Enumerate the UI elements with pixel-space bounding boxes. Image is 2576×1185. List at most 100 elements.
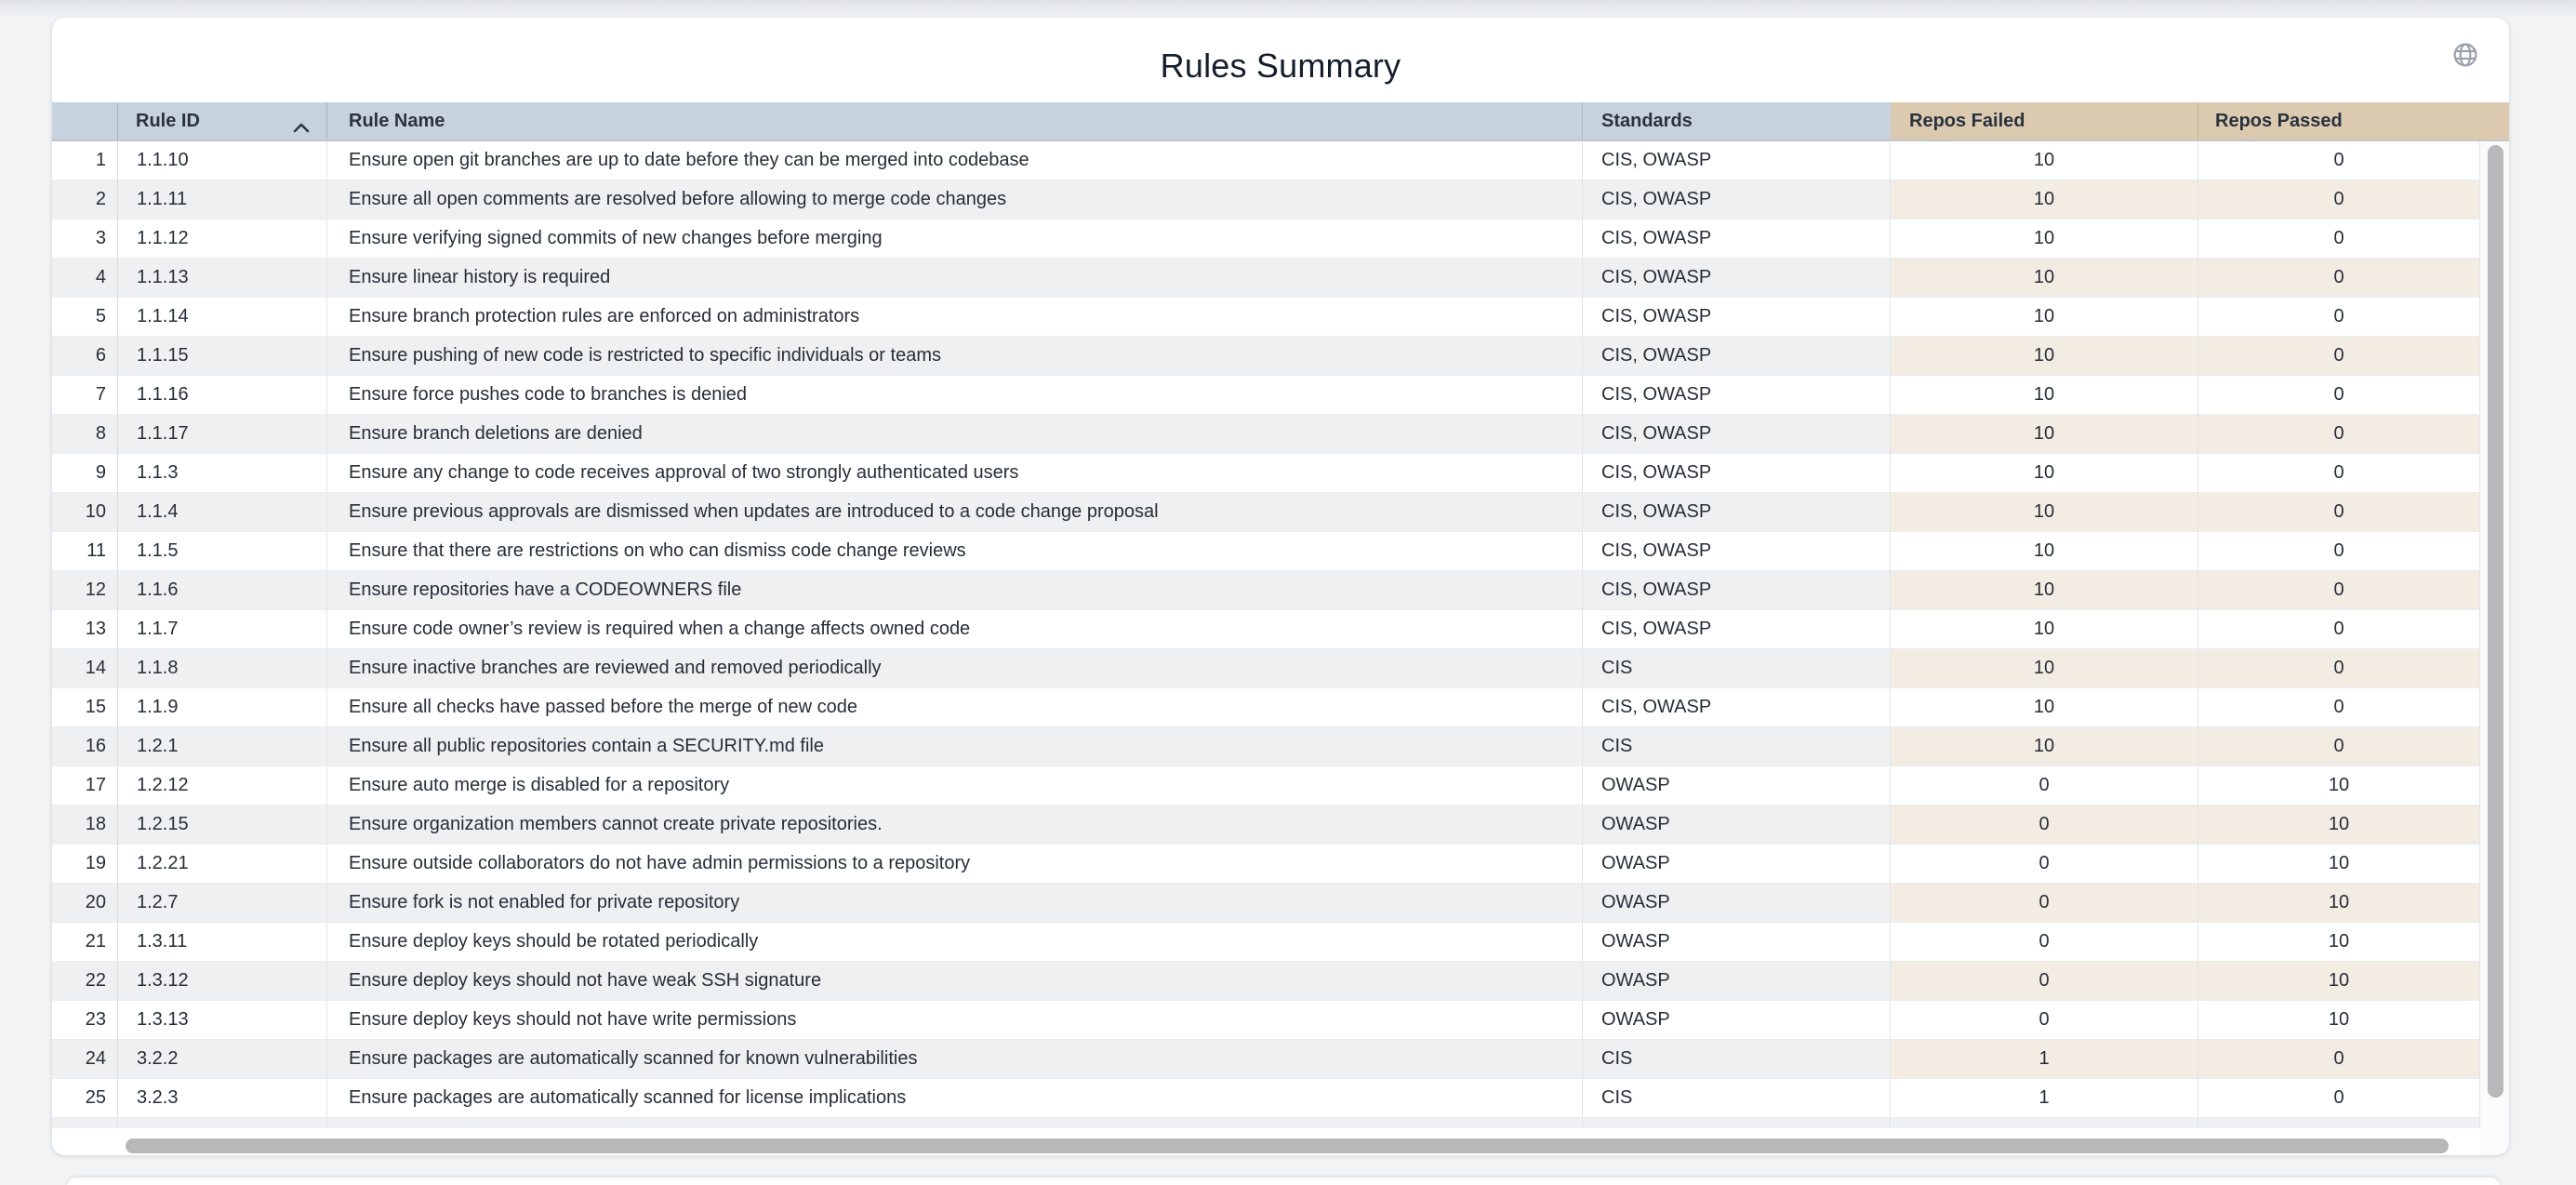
- cell-rule-id: 1.1.16: [118, 376, 327, 415]
- cell-rule-name: Ensure all public repositories contain a…: [327, 727, 1583, 766]
- table-row: 13 1.1.7 Ensure code owner’s review is r…: [52, 610, 2480, 649]
- cell-rule-name: Ensure inactive branches are reviewed an…: [327, 649, 1583, 688]
- row-number: 11: [52, 532, 118, 571]
- row-number: 18: [52, 806, 118, 845]
- table-row: 12 1.1.6 Ensure repositories have a CODE…: [52, 571, 2480, 610]
- cell-repos-failed: 10: [1891, 493, 2198, 532]
- row-number: 23: [52, 1001, 118, 1040]
- cell-repos-failed: 10: [1891, 415, 2198, 454]
- row-number: 9: [52, 454, 118, 493]
- cell-rule-name: Ensure all checks have passed before the…: [327, 688, 1583, 727]
- cell-rule-id: 1.1.5: [118, 532, 327, 571]
- cell-rule-id: 3.2.2: [118, 1040, 327, 1079]
- cell-repos-failed: 0: [1891, 766, 2198, 806]
- row-number: 15: [52, 688, 118, 727]
- cell-repos-passed: 0: [2198, 220, 2480, 259]
- cell-repos-failed: 10: [1891, 298, 2198, 337]
- cell-standards: CIS, OWASP: [1583, 220, 1891, 259]
- table-row: 11 1.1.5 Ensure that there are restricti…: [52, 532, 2480, 571]
- table-row: 19 1.2.21 Ensure outside collaborators d…: [52, 845, 2480, 884]
- cell-repos-failed: 10: [1891, 727, 2198, 766]
- cell-repos-failed: 10: [1891, 649, 2198, 688]
- column-header-rule-id[interactable]: Rule ID: [118, 102, 327, 140]
- row-number: 8: [52, 415, 118, 454]
- globe-icon[interactable]: [2452, 42, 2478, 68]
- cell-standards: CIS, OWASP: [1583, 141, 1891, 180]
- cell-rule-id: 1.1.7: [118, 610, 327, 649]
- cell-rule-name: Ensure repositories have a CODEOWNERS fi…: [327, 571, 1583, 610]
- sort-ascending-icon[interactable]: [293, 117, 310, 139]
- cell-rule-name: Ensure deploy keys should be rotated per…: [327, 923, 1583, 962]
- row-number: 4: [52, 259, 118, 298]
- cell-repos-failed: 10: [1891, 571, 2198, 610]
- top-page-shadow: [0, 0, 2576, 18]
- cell-rule-id: 1.2.21: [118, 845, 327, 884]
- table-row: 10 1.1.4 Ensure previous approvals are d…: [52, 493, 2480, 532]
- cell-standards: CIS, OWASP: [1583, 376, 1891, 415]
- cell-rule-id: 1.1.12: [118, 220, 327, 259]
- row-number: 10: [52, 493, 118, 532]
- cell-rule-id: 1.1.10: [118, 141, 327, 180]
- cell-repos-passed: 10: [2198, 962, 2480, 1001]
- rules-summary-card: Rules Summary Rule ID Rule Name Standard…: [52, 18, 2509, 1155]
- row-number: 5: [52, 298, 118, 337]
- cell-rule-name: Ensure deploy keys should not have weak …: [327, 962, 1583, 1001]
- cell-rule-id: 1.1.15: [118, 337, 327, 376]
- cell-standards: OWASP: [1583, 1001, 1891, 1040]
- cell-rule-name: Ensure force pushes code to branches is …: [327, 376, 1583, 415]
- cell-repos-failed: 10: [1891, 688, 2198, 727]
- cell-rule-name: Ensure any change to code receives appro…: [327, 454, 1583, 493]
- table-row: 15 1.1.9 Ensure all checks have passed b…: [52, 688, 2480, 727]
- cell-standards: OWASP: [1583, 806, 1891, 845]
- cell-repos-failed: 10: [1891, 180, 2198, 220]
- cell-repos-passed: 0: [2198, 415, 2480, 454]
- row-number: 19: [52, 845, 118, 884]
- cell-rule-name: Ensure that there are restrictions on wh…: [327, 532, 1583, 571]
- table-row: 24 3.2.2 Ensure packages are automatical…: [52, 1040, 2480, 1079]
- cell-standards: CIS, OWASP: [1583, 259, 1891, 298]
- row-number: 22: [52, 962, 118, 1001]
- cell-repos-failed: 10: [1891, 610, 2198, 649]
- table-header-row: Rule ID Rule Name Standards Repos Failed…: [52, 102, 2509, 141]
- column-header-repos-failed[interactable]: Repos Failed: [1891, 102, 2198, 140]
- table-row: 5 1.1.14 Ensure branch protection rules …: [52, 298, 2480, 337]
- cell-rule-name: Ensure previous approvals are dismissed …: [327, 493, 1583, 532]
- cell-repos-failed: 0: [1891, 962, 2198, 1001]
- cell-repos-passed: 10: [2198, 923, 2480, 962]
- column-header-standards[interactable]: Standards: [1583, 102, 1891, 140]
- cell-rule-name: Ensure deploy keys should not have write…: [327, 1001, 1583, 1040]
- cell-standards: CIS, OWASP: [1583, 337, 1891, 376]
- table-row: 7 1.1.16 Ensure force pushes code to bra…: [52, 376, 2480, 415]
- cell-repos-failed: 0: [1891, 1001, 2198, 1040]
- table-row: 9 1.1.3 Ensure any change to code receiv…: [52, 454, 2480, 493]
- cell-repos-passed: 0: [2198, 649, 2480, 688]
- vertical-scrollbar-thumb[interactable]: [2488, 145, 2503, 1098]
- cell-rule-id: 1.1.6: [118, 571, 327, 610]
- cell-standards: CIS, OWASP: [1583, 532, 1891, 571]
- table-row: 1 1.1.10 Ensure open git branches are up…: [52, 141, 2480, 180]
- table-body: 1 1.1.10 Ensure open git branches are up…: [52, 141, 2480, 1118]
- cell-repos-failed: 10: [1891, 376, 2198, 415]
- table-row: 25 3.2.3 Ensure packages are automatical…: [52, 1079, 2480, 1118]
- row-number: 13: [52, 610, 118, 649]
- page-title: Rules Summary: [1160, 47, 1401, 85]
- table-row: 4 1.1.13 Ensure linear history is requir…: [52, 259, 2480, 298]
- partial-row-26: [52, 1118, 2480, 1128]
- cell-repos-passed: 10: [2198, 766, 2480, 806]
- horizontal-scrollbar-thumb[interactable]: [126, 1138, 2449, 1153]
- cell-repos-passed: 10: [2198, 806, 2480, 845]
- cell-rule-id: 1.1.9: [118, 688, 327, 727]
- table-row: 16 1.2.1 Ensure all public repositories …: [52, 727, 2480, 766]
- column-header-rule-name[interactable]: Rule Name: [327, 102, 1583, 140]
- cell-rule-id: 1.2.12: [118, 766, 327, 806]
- cell-rule-name: Ensure auto merge is disabled for a repo…: [327, 766, 1583, 806]
- cell-standards: CIS, OWASP: [1583, 180, 1891, 220]
- cell-standards: CIS, OWASP: [1583, 454, 1891, 493]
- row-number: 3: [52, 220, 118, 259]
- cell-repos-passed: 0: [2198, 259, 2480, 298]
- cell-rule-name: Ensure packages are automatically scanne…: [327, 1079, 1583, 1118]
- cell-rule-id: 1.3.13: [118, 1001, 327, 1040]
- column-header-repos-passed[interactable]: Repos Passed: [2198, 102, 2480, 140]
- cell-rule-name: Ensure linear history is required: [327, 259, 1583, 298]
- cell-repos-passed: 0: [2198, 1079, 2480, 1118]
